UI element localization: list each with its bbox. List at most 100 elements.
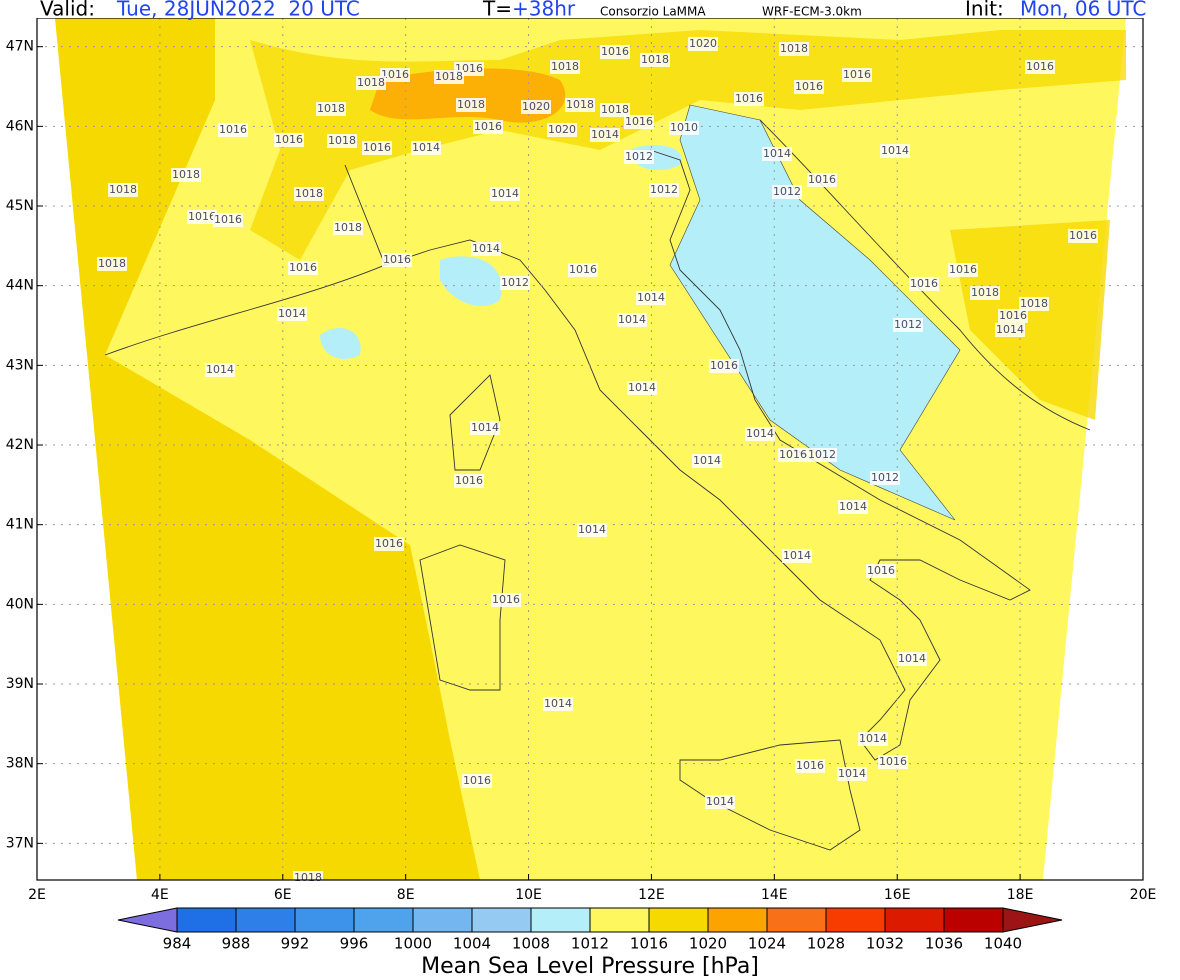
lat-tick-label: 38N xyxy=(6,756,34,772)
contour-label-bg xyxy=(842,68,872,82)
contour-label: 1016 xyxy=(1026,60,1054,73)
contour-label: 1016 xyxy=(999,309,1027,322)
contour-label: 1012 xyxy=(625,150,653,163)
contour-label: 1014 xyxy=(544,697,572,710)
lon-tick-label: 18E xyxy=(1007,887,1034,903)
contour-label-bg xyxy=(327,134,357,148)
contour-label: 1014 xyxy=(578,523,606,536)
tyrrhenian-low xyxy=(320,327,361,359)
contour-label: 1014 xyxy=(881,144,909,157)
contour-label-bg xyxy=(356,76,386,90)
contour-label: 1018 xyxy=(435,70,463,83)
header-band xyxy=(0,0,1180,18)
contour-label-bg xyxy=(909,277,939,291)
contour-label: 1016 xyxy=(1069,229,1097,242)
colorbar-box xyxy=(707,907,768,933)
colorbar-over xyxy=(1002,907,1063,933)
contour-label-bg xyxy=(547,123,577,137)
contour-label: 1016 xyxy=(710,359,738,372)
colorbar-label: 1016 xyxy=(630,935,668,953)
contour-label: 1018 xyxy=(98,257,126,270)
colorbar: 984 988 992 996 1000 1004 1008 1012 1016 1020 1024… xyxy=(117,907,1063,953)
contour-label-bg xyxy=(669,121,699,135)
contour-label-bg xyxy=(870,471,900,485)
contour-label-bg xyxy=(617,313,647,327)
contour-label: 1016 xyxy=(381,68,409,81)
lon-tick-label: 8E xyxy=(397,887,415,903)
contour-label: 1018 xyxy=(294,871,322,884)
contour-label: 1014 xyxy=(859,732,887,745)
init-value: Mon, 06 UTC xyxy=(1020,0,1146,21)
contour-label: 1012 xyxy=(894,318,922,331)
valid-value: Tue, 28JUN2022 20 UTC xyxy=(116,0,360,21)
colorbar-box xyxy=(353,907,414,933)
contour-label: 1018 xyxy=(1020,297,1048,310)
high-pressure-west xyxy=(55,18,480,880)
contour-label-bg xyxy=(471,242,501,256)
t-value: +38hr xyxy=(512,0,576,21)
contour-label-bg xyxy=(600,45,630,59)
colorbar-box xyxy=(530,907,591,933)
colorbar-label: 984 xyxy=(163,935,192,953)
lat-tick-label: 39N xyxy=(6,676,34,692)
contour-label-bg xyxy=(705,795,735,809)
contour-label: 1018 xyxy=(971,286,999,299)
balkans-high xyxy=(950,220,1110,420)
contour-label: 1016 xyxy=(375,537,403,550)
contour-label: 1014 xyxy=(491,187,519,200)
contour-label: 1012 xyxy=(650,183,678,196)
contour-label-bg xyxy=(333,221,363,235)
contour-label-bg xyxy=(858,732,888,746)
contour-label-bg xyxy=(456,98,486,112)
contour-label-bg xyxy=(692,454,722,468)
colorbar-label: 1000 xyxy=(394,935,432,953)
contour-label: 1012 xyxy=(871,471,899,484)
contour-label-bg xyxy=(108,183,138,197)
contour-label-bg xyxy=(277,307,307,321)
contour-label: 1014 xyxy=(706,795,734,808)
contour-label: 1016 xyxy=(843,68,871,81)
contour-label: 1020 xyxy=(522,100,550,113)
colorbar-label: 988 xyxy=(222,935,251,953)
contour-label-bg xyxy=(577,523,607,537)
contour-label-bg xyxy=(434,70,464,84)
contour-label: 1018 xyxy=(780,42,808,55)
contour-label: 1014 xyxy=(996,323,1024,336)
contour-label-bg xyxy=(762,147,792,161)
lat-tick-label: 45N xyxy=(6,198,34,214)
contour-label: 1018 xyxy=(566,98,594,111)
contour-label-bg xyxy=(294,187,324,201)
colorbar-label: 1004 xyxy=(453,935,491,953)
contour-label: 1018 xyxy=(317,102,345,115)
grid xyxy=(36,18,1144,880)
contour-label: 1018 xyxy=(357,76,385,89)
contour-label-bg xyxy=(543,697,573,711)
colorbar-label: 1020 xyxy=(689,935,727,953)
france-coast xyxy=(104,264,386,356)
contour-label-bg xyxy=(838,500,868,514)
contour-label: 1016 xyxy=(625,115,653,128)
alps-peak xyxy=(370,68,566,123)
contour-label-bg xyxy=(550,60,580,74)
contour-label: 1014 xyxy=(839,500,867,513)
contour-label-bg xyxy=(998,309,1028,323)
contour-label: 1016 xyxy=(214,213,242,226)
sardinia-coast xyxy=(419,544,506,691)
contour-label: 1012 xyxy=(773,185,801,198)
colorbar-label: 992 xyxy=(281,935,310,953)
contour-label: 1018 xyxy=(328,134,356,147)
contour-label-bg xyxy=(470,421,500,435)
contour-label-bg xyxy=(995,323,1025,337)
contour-label-bg xyxy=(794,80,824,94)
contour-label: 1014 xyxy=(472,242,500,255)
contour-label-bg xyxy=(772,185,802,199)
contour-label: 1016 xyxy=(455,474,483,487)
contour-label-bg xyxy=(213,213,243,227)
lat-tick-label: 43N xyxy=(6,357,34,373)
colorbar-label: 1036 xyxy=(925,935,963,953)
contour-label-bg xyxy=(636,291,666,305)
lon-tick-label: 2E xyxy=(28,887,46,903)
contour-label-bg xyxy=(218,123,248,137)
